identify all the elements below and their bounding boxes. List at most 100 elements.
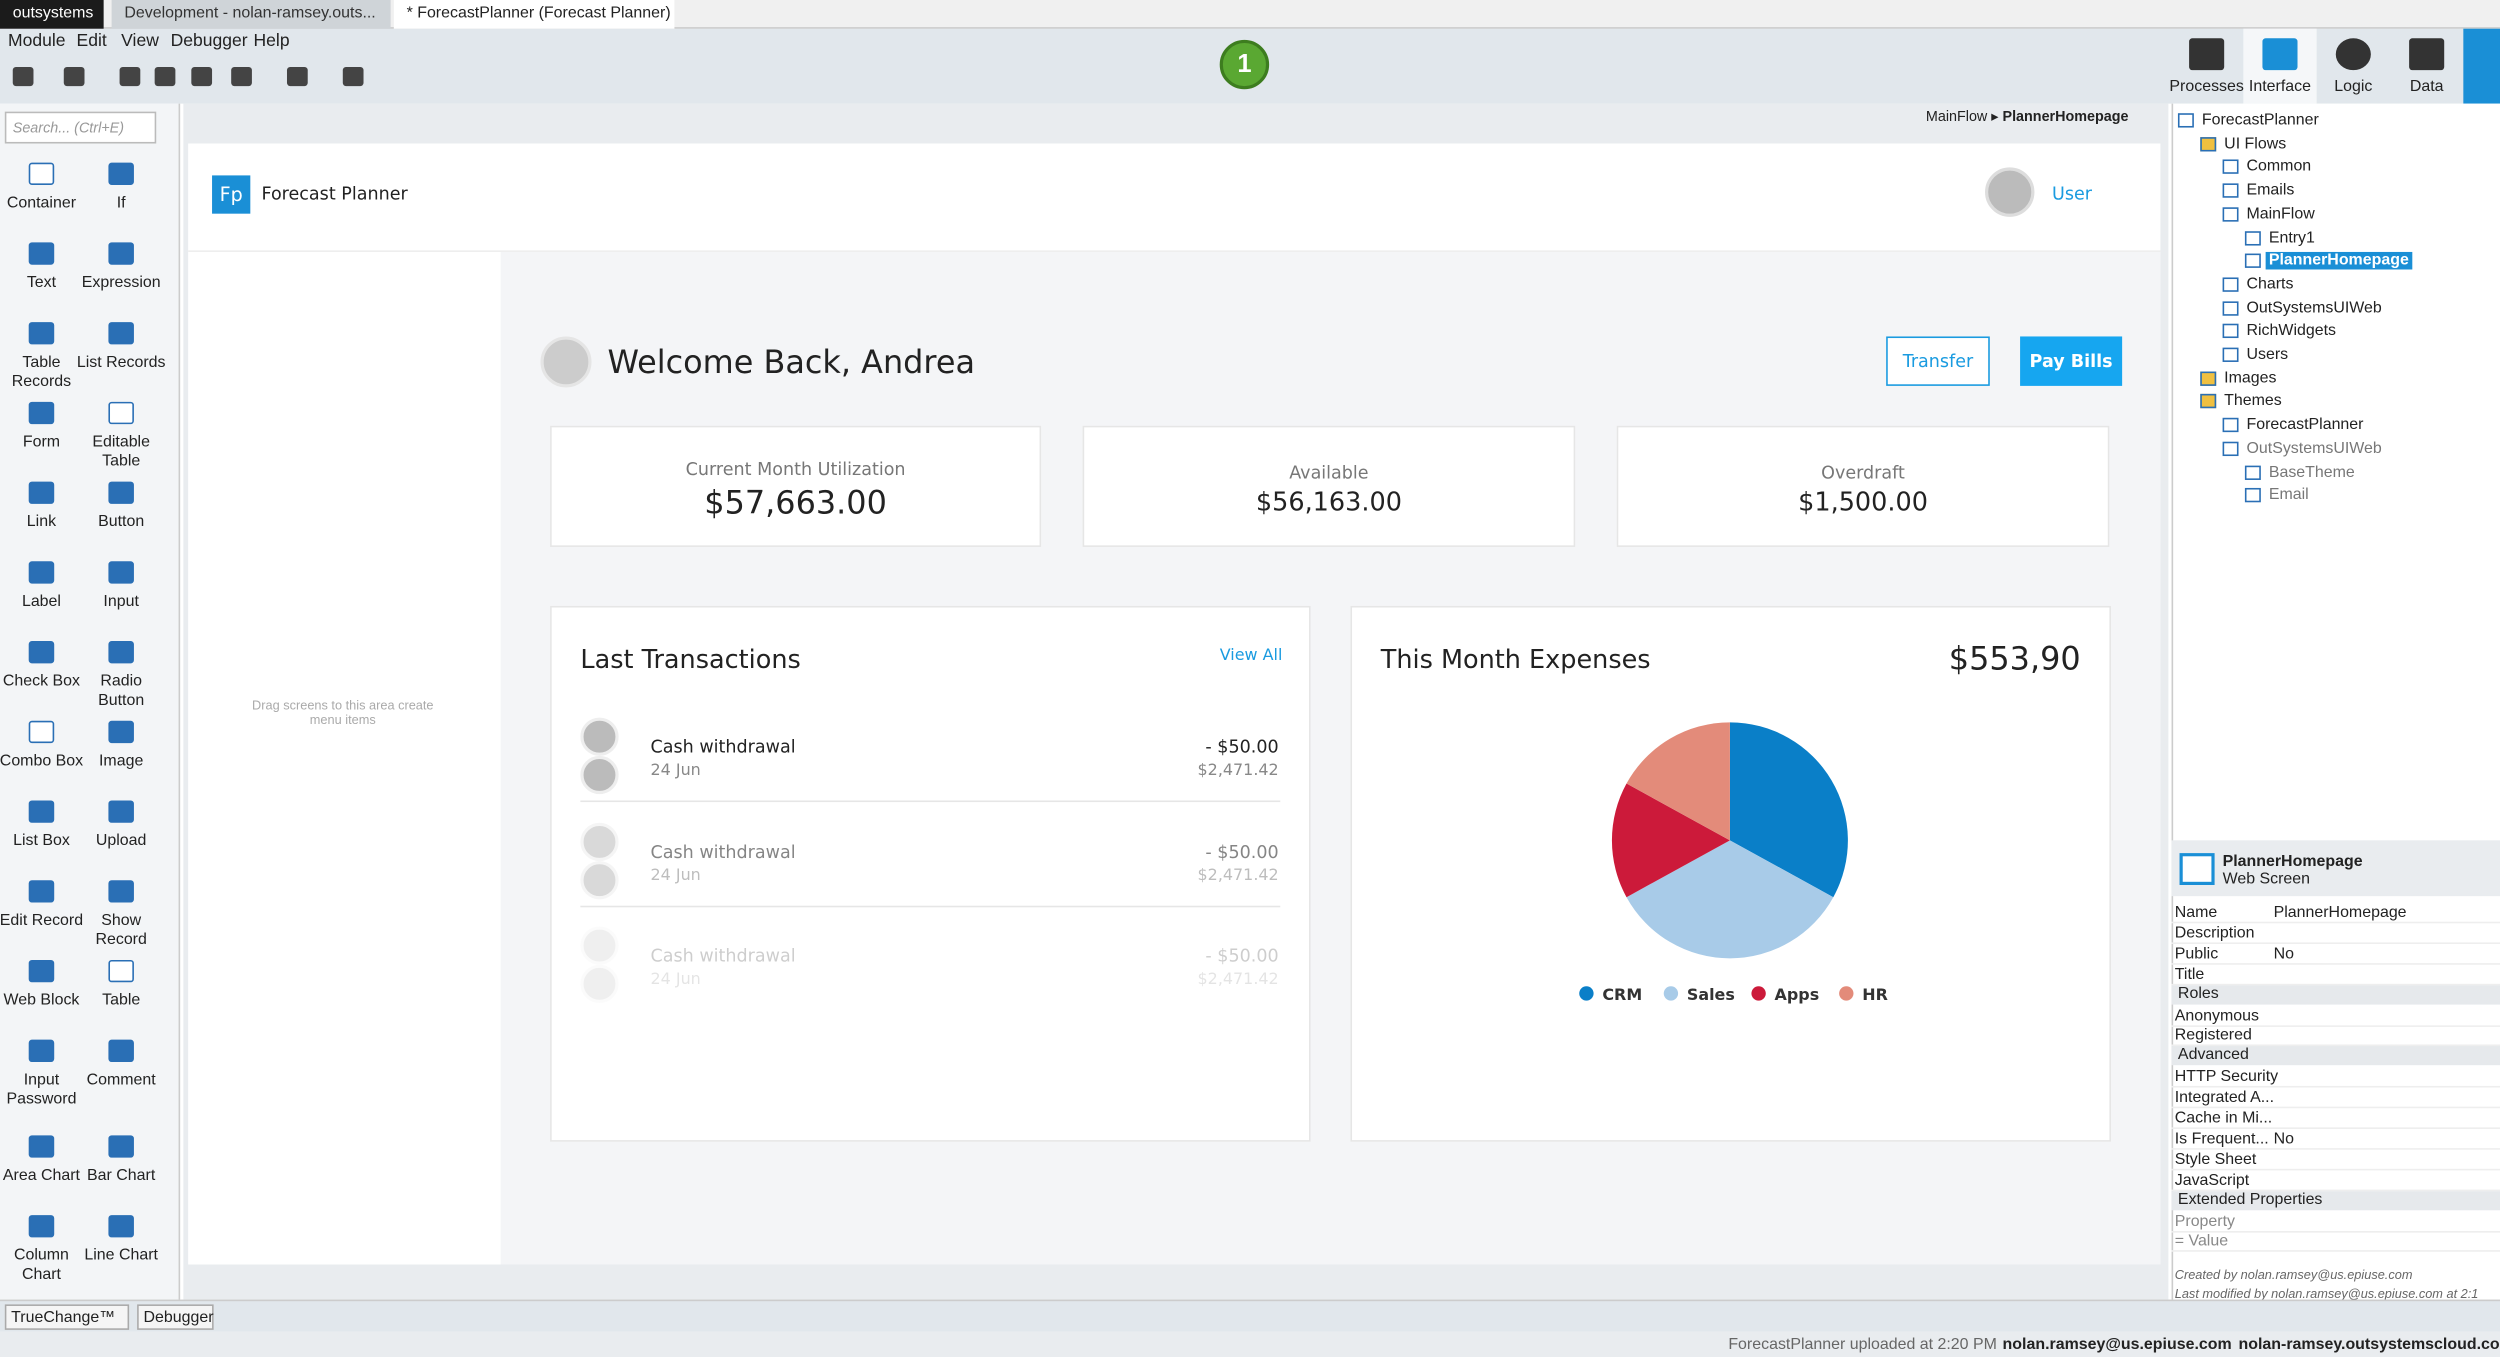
prop-name[interactable]: Title xyxy=(2174,965,2205,984)
toolbox-item[interactable]: If xyxy=(116,194,126,213)
breadcrumb-flow[interactable]: MainFlow xyxy=(1925,108,1988,125)
top-tab-icon[interactable] xyxy=(2189,38,2225,71)
toolbox-item[interactable]: Show Record xyxy=(95,912,147,949)
tree-item[interactable]: Themes xyxy=(2224,392,2282,411)
top-tab-icon[interactable] xyxy=(2262,38,2298,71)
toolbox-item[interactable]: List Box xyxy=(13,832,70,850)
toolbox-item[interactable]: Edit Record xyxy=(0,912,84,930)
prop-row[interactable] xyxy=(2171,1088,2500,1109)
toolbox-icon[interactable] xyxy=(108,481,134,504)
toolbox-icon[interactable] xyxy=(28,800,55,823)
toolbox-item[interactable]: Image xyxy=(99,752,144,771)
prop-row[interactable] xyxy=(2171,1149,2500,1171)
menu-item[interactable]: Edit xyxy=(76,31,107,52)
prop-row[interactable] xyxy=(2171,1026,2500,1047)
tree-icon[interactable] xyxy=(2244,488,2261,503)
toolbox-item[interactable]: Table Records xyxy=(11,353,72,391)
toolbox-item[interactable]: Container xyxy=(6,194,77,213)
window-tab[interactable]: * ForecastPlanner (Forecast Planner) xyxy=(393,0,675,29)
menu-item[interactable]: View xyxy=(121,31,159,52)
toolbox-icon[interactable] xyxy=(28,1215,55,1238)
tree-item[interactable]: Emails xyxy=(2246,181,2295,200)
prop-name[interactable]: Cache in Mi... xyxy=(2174,1109,2273,1128)
toolbox-icon[interactable] xyxy=(108,720,134,744)
prop-name[interactable]: Public xyxy=(2174,945,2219,963)
tree-item[interactable]: Images xyxy=(2224,369,2277,387)
toolbox-icon[interactable] xyxy=(28,242,55,265)
toolbox-icon[interactable] xyxy=(28,322,55,345)
toolbox-item[interactable]: Web Block xyxy=(3,991,80,1010)
prop-name[interactable]: HTTP Security xyxy=(2174,1068,2279,1087)
user-link[interactable]: User xyxy=(2051,183,2092,205)
tree-item[interactable]: PlannerHomepage xyxy=(2265,252,2413,270)
toolbox-item[interactable]: Expression xyxy=(81,274,161,292)
toolbox-icon[interactable] xyxy=(108,1135,134,1158)
toolbox-item[interactable]: Text xyxy=(26,274,57,292)
toolbar-icon[interactable] xyxy=(231,66,252,87)
prop-value[interactable]: No xyxy=(2273,1130,2295,1148)
view-all[interactable]: View All xyxy=(1219,647,1283,665)
prop-name[interactable]: Registered xyxy=(2174,1027,2252,1046)
prop-name[interactable]: Style Sheet xyxy=(2174,1150,2257,1169)
tree-item[interactable]: ForecastPlanner xyxy=(2201,111,2319,130)
tree-icon[interactable] xyxy=(2200,136,2217,151)
publish-button[interactable]: 1 xyxy=(1219,39,1270,90)
tree-item[interactable]: BaseTheme xyxy=(2268,463,2355,481)
tree-item[interactable]: OutSystemsUIWeb xyxy=(2246,439,2382,458)
menu-item[interactable]: Help xyxy=(253,31,290,52)
prop-name[interactable]: Is Frequent... xyxy=(2174,1130,2269,1148)
toolbox-icon[interactable] xyxy=(108,880,134,903)
tree-item[interactable]: Common xyxy=(2246,158,2312,177)
toolbox-item[interactable]: Line Chart xyxy=(84,1246,158,1265)
toolbar-icon[interactable] xyxy=(191,66,213,87)
prop-name[interactable]: Name xyxy=(2174,904,2218,922)
tree-icon[interactable] xyxy=(2244,464,2261,480)
search-box[interactable]: Search... (Ctrl+E) xyxy=(4,111,157,144)
toolbox-icon[interactable] xyxy=(108,800,134,823)
tree-item[interactable]: Users xyxy=(2246,346,2289,364)
toolbox-item[interactable]: Button xyxy=(98,513,145,531)
prop-row[interactable] xyxy=(2171,1232,2500,1253)
toolbox-icon[interactable] xyxy=(108,959,134,983)
prop-row[interactable] xyxy=(2171,1108,2500,1129)
toolbar-icon[interactable] xyxy=(342,66,364,87)
toolbox-icon[interactable] xyxy=(28,561,55,584)
prop-row[interactable] xyxy=(2171,944,2500,965)
search-button[interactable] xyxy=(2463,28,2500,104)
prop-row[interactable] xyxy=(2171,1170,2500,1191)
toolbox-item[interactable]: List Records xyxy=(76,353,166,372)
toolbar-icon[interactable] xyxy=(119,66,141,87)
top-tab-icon[interactable] xyxy=(2409,38,2445,71)
toolbox-icon[interactable] xyxy=(108,401,134,425)
toolbox-icon[interactable] xyxy=(108,1039,134,1062)
toolbox-icon[interactable] xyxy=(28,641,55,664)
toolbox-item[interactable]: Upload xyxy=(95,832,147,850)
toolbox-icon[interactable] xyxy=(108,561,134,584)
tree-item[interactable]: UI Flows xyxy=(2224,135,2287,153)
tree-icon[interactable] xyxy=(2244,253,2261,269)
toolbox-icon[interactable] xyxy=(28,1039,55,1062)
toolbox-item[interactable]: Link xyxy=(26,513,57,531)
tree-icon[interactable] xyxy=(2177,113,2194,128)
toolbox-item[interactable]: Editable Table xyxy=(92,433,150,471)
toolbox-item[interactable]: Table xyxy=(102,991,141,1010)
bottom-tab[interactable]: TrueChange™ xyxy=(4,1304,130,1330)
toolbox-item[interactable]: Combo Box xyxy=(0,752,84,771)
tree-item[interactable]: Email xyxy=(2268,486,2309,505)
tree-icon[interactable] xyxy=(2222,300,2239,316)
prop-name[interactable]: = Value xyxy=(2174,1233,2229,1251)
tree-item[interactable]: ForecastPlanner xyxy=(2246,416,2364,434)
toolbox-item[interactable]: Area Chart xyxy=(2,1167,80,1185)
breadcrumb-screen[interactable]: PlannerHomepage xyxy=(2002,108,2129,125)
menu-item[interactable]: Debugger xyxy=(170,31,248,52)
toolbox-item[interactable]: Column Chart xyxy=(13,1246,69,1284)
prop-row[interactable] xyxy=(2171,964,2500,985)
toolbox-item[interactable]: Radio Button xyxy=(98,672,145,710)
transfer-button[interactable]: Transfer xyxy=(1886,336,1990,386)
tree-icon[interactable] xyxy=(2222,183,2239,198)
toolbox-icon[interactable] xyxy=(108,1215,134,1238)
toolbox-item[interactable]: Bar Chart xyxy=(87,1167,156,1185)
tree-icon[interactable] xyxy=(2222,160,2239,175)
top-tab-icon[interactable] xyxy=(2335,38,2371,71)
toolbox-item[interactable]: Form xyxy=(22,433,61,452)
